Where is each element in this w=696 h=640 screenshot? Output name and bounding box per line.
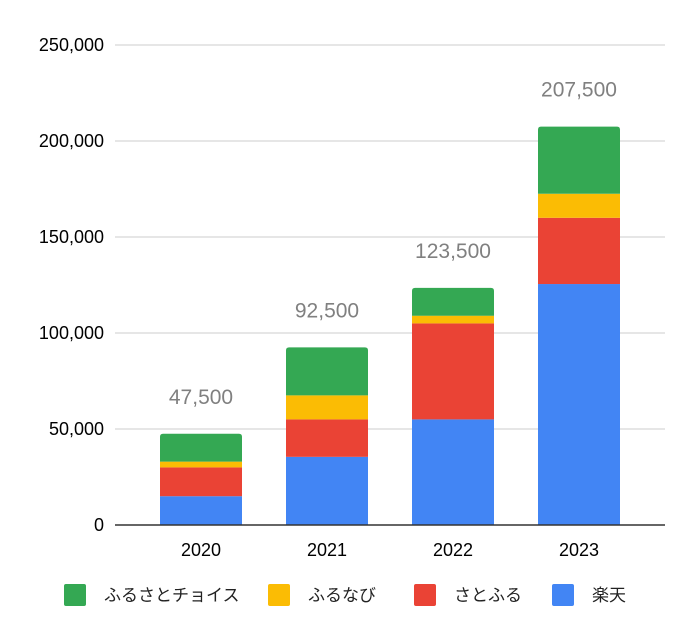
bar-segment bbox=[412, 323, 494, 420]
total-label: 123,500 bbox=[415, 240, 491, 263]
bar-segment bbox=[538, 284, 620, 525]
legend-item: 楽天 bbox=[552, 584, 626, 606]
x-axis-ticks: 2020 2021 2022 2023 bbox=[181, 540, 599, 560]
bars bbox=[160, 126, 620, 525]
bar-segment bbox=[286, 395, 368, 420]
total-label: 92,500 bbox=[295, 299, 359, 322]
legend-label: ふるなび bbox=[308, 586, 376, 606]
legend-label: 楽天 bbox=[592, 586, 626, 606]
bar-segment bbox=[538, 126, 620, 194]
legend-swatch bbox=[552, 584, 574, 606]
x-tick-label: 2021 bbox=[307, 540, 347, 560]
bar-stack-2020 bbox=[160, 433, 242, 525]
bar-segment bbox=[160, 433, 242, 462]
total-label: 207,500 bbox=[541, 79, 617, 102]
bar-segment bbox=[538, 193, 620, 218]
bar-segment bbox=[286, 347, 368, 396]
y-tick-label: 200,000 bbox=[39, 131, 104, 151]
bar-segment bbox=[412, 419, 494, 525]
bar-segment bbox=[160, 461, 242, 468]
bar-stack-2022 bbox=[412, 287, 494, 525]
bar-segment bbox=[160, 496, 242, 525]
bar-segment bbox=[412, 315, 494, 324]
bar-segment bbox=[160, 467, 242, 497]
y-tick-label: 100,000 bbox=[39, 323, 104, 343]
bar-segment bbox=[286, 456, 368, 525]
legend-item: ふるなび bbox=[268, 584, 376, 606]
bar-stack-2023 bbox=[538, 126, 620, 525]
x-tick-label: 2020 bbox=[181, 540, 221, 560]
legend-item: さとふる bbox=[414, 584, 522, 606]
bar-segment bbox=[412, 287, 494, 316]
bar-stack-2021 bbox=[286, 347, 368, 525]
legend-item: ふるさとチョイス bbox=[64, 584, 240, 606]
bar-segment bbox=[538, 217, 620, 285]
y-tick-label: 0 bbox=[94, 515, 104, 535]
bar-segment bbox=[286, 419, 368, 457]
legend-swatch bbox=[414, 584, 436, 606]
x-tick-label: 2022 bbox=[433, 540, 473, 560]
y-tick-label: 50,000 bbox=[49, 419, 104, 439]
legend: ふるさとチョイス ふるなび さとふる 楽天 bbox=[64, 584, 626, 606]
legend-swatch bbox=[268, 584, 290, 606]
y-tick-label: 250,000 bbox=[39, 35, 104, 55]
total-label: 47,500 bbox=[169, 386, 233, 409]
y-axis-ticks: 0 50,000 100,000 150,000 200,000 250,000 bbox=[39, 35, 104, 535]
legend-label: さとふる bbox=[454, 586, 522, 606]
total-labels: 47,500 92,500 123,500 207,500 bbox=[169, 79, 617, 409]
y-tick-label: 150,000 bbox=[39, 227, 104, 247]
legend-swatch bbox=[64, 584, 86, 606]
legend-label: ふるさとチョイス bbox=[104, 586, 240, 606]
x-tick-label: 2023 bbox=[559, 540, 599, 560]
